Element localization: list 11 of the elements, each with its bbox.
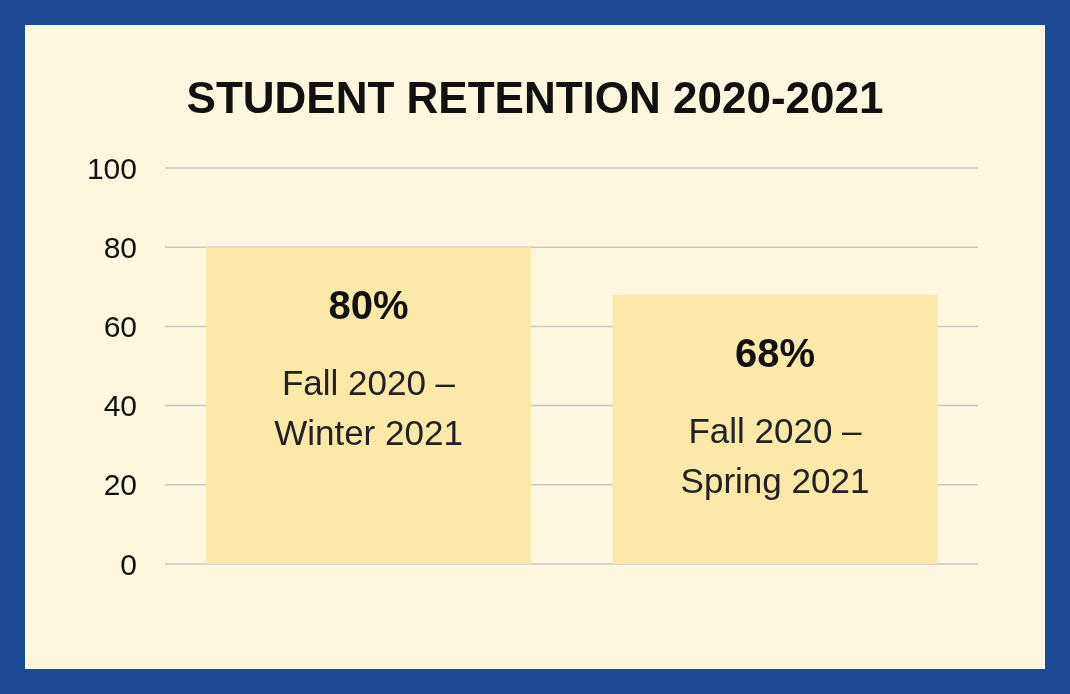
data-label: 68% <box>734 330 816 375</box>
data-label: 80% <box>328 283 409 328</box>
y-tick-label: 20 <box>103 468 137 502</box>
y-tick-label: 0 <box>120 547 137 581</box>
y-tick-label: 80 <box>103 230 137 264</box>
x-tick-label: Fall 2020 – Spring 2021 <box>680 410 870 500</box>
chart-title: STUDENT RETENTION 2020-2021 <box>185 73 885 123</box>
x-tick-label: Fall 2020 – Winter 2021 <box>274 363 463 453</box>
y-tick-label: 60 <box>103 310 137 344</box>
y-tick-label: 100 <box>86 151 137 185</box>
y-tick-label: 40 <box>103 389 137 423</box>
